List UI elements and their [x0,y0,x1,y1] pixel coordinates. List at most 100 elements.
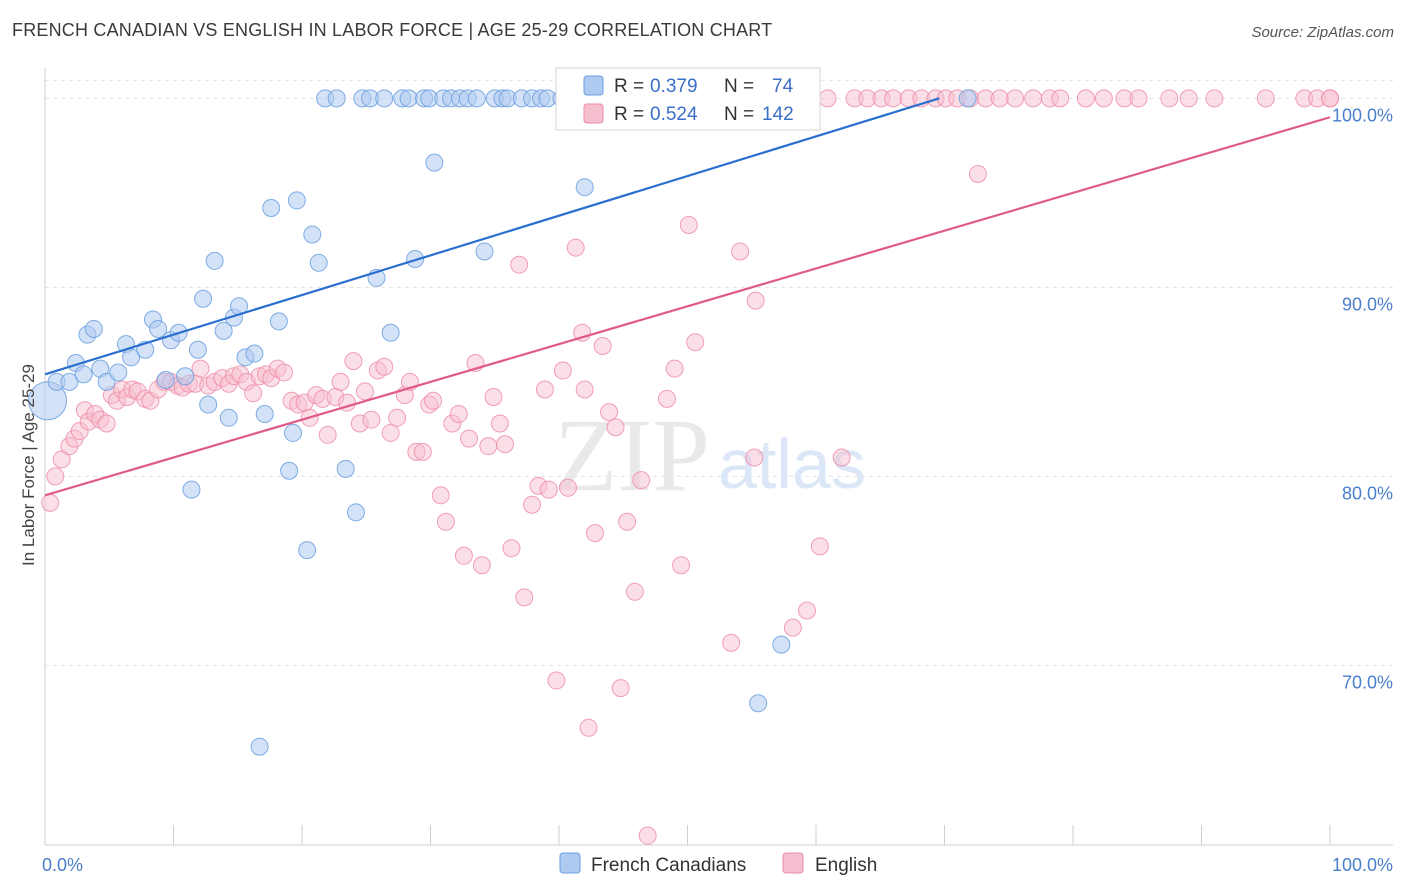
english-point [686,333,705,352]
english-point [558,478,577,497]
series-legend: French Canadians English [559,852,877,876]
english-point [990,89,1009,108]
french-canadian-point [284,423,303,442]
french-canadian-point [475,242,494,261]
x-tick-label: 100.0% [1332,855,1393,875]
english-point [585,524,604,543]
french-canadian-point [194,289,213,308]
french-canadian-point [176,367,195,386]
english-point [388,408,407,427]
english-point [431,486,450,505]
english-point [510,255,529,274]
english-point [810,537,829,556]
english-point [515,588,534,607]
y-tick-label: 70.0% [1342,672,1393,692]
english-point [783,618,802,637]
english-point [625,582,644,601]
english-point [832,448,851,467]
stats-r-label-pink: R = [614,104,644,125]
stats-swatch-french-canadians [583,75,604,96]
english-point [638,826,657,845]
french-canadian-point [255,405,274,424]
french-canadian-point [219,408,238,427]
french-canadian-point [182,480,201,499]
english-point [502,539,521,558]
english-point [1321,89,1339,108]
french-canadian-point [262,198,281,217]
french-canadian-point [287,191,306,210]
english-point [436,512,455,531]
stats-r-value-pink: 0.524 [650,104,698,125]
axes [44,68,1393,846]
french-canadian-point [303,225,322,244]
english-point [424,391,443,410]
english-point [600,403,619,422]
french-canadian-point [188,340,207,359]
french-canadian-point [425,153,444,172]
english-point [611,679,630,698]
english-point [1160,89,1179,108]
english-point [539,480,558,499]
trend-line-english [44,116,1331,497]
french-canadian-point [399,89,418,108]
stats-r-label-blue: R = [614,76,644,97]
english-point [606,418,625,437]
x-tick-labels: 0.0% 100.0% [42,855,1393,875]
french-canadian-point [381,323,400,342]
stats-n-value-blue: 74 [772,76,794,97]
english-point [1179,89,1198,108]
english-point [46,467,65,486]
legend-label-english: English [815,855,877,876]
english-point [472,556,491,575]
english-point [746,291,765,310]
english-point [672,556,691,575]
english-point [679,216,698,234]
english-point [362,410,381,429]
english-point [97,414,116,433]
french-canadian-point [327,89,346,108]
chart-title: FRENCH CANADIAN VS ENGLISH IN LABOR FORC… [12,20,773,40]
english-point [731,242,750,261]
french-canadian-point [109,363,128,382]
french-canadian-point [749,694,768,713]
french-canadian-point [199,395,218,414]
english-point [575,380,594,399]
stats-swatch-english [583,103,604,124]
english-point [191,359,210,378]
english-point [479,437,498,456]
french-canadian-point [346,503,365,522]
english-point [381,423,400,442]
french-canadian-point [250,737,269,756]
english-point [1051,89,1070,108]
english-point [1024,89,1043,108]
english-point [244,384,263,403]
stats-r-value-blue: 0.379 [650,76,698,97]
english-point [818,89,837,108]
english-point [41,493,60,512]
french-canadian-point [298,541,317,560]
english-point [275,363,294,382]
english-point [490,414,509,433]
english-point [1256,89,1275,108]
legend-swatch-french-canadians [559,852,581,874]
english-point [798,601,817,620]
trend-lines [44,97,1331,497]
english-point [547,671,566,690]
english-point [1076,89,1095,108]
x-tick-label: 0.0% [42,855,83,875]
english-point [331,372,350,391]
english-point [579,718,598,737]
english-point [632,471,651,490]
english-point [460,429,479,448]
english-point [593,336,612,355]
stats-n-label-pink: N = [724,104,754,125]
english-point [344,352,363,371]
french-canadian-point [245,344,264,363]
french-canadian-point [375,89,394,108]
english-point [413,442,432,461]
english-point [355,382,374,401]
y-tick-label: 100.0% [1332,105,1393,125]
english-point [52,450,71,469]
english-point [566,238,585,257]
